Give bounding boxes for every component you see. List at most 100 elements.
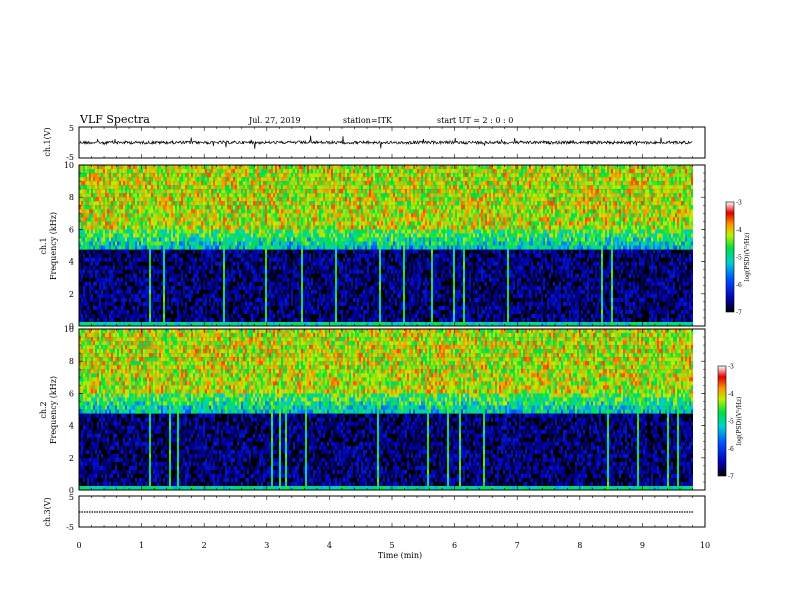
spectrogram-cell (93, 197, 95, 202)
spectrogram-cell (215, 173, 217, 178)
spectrogram-cell (357, 229, 359, 234)
spectrogram-cell (339, 225, 341, 230)
spectrogram-cell (333, 201, 335, 206)
spectrogram-cell (129, 261, 131, 266)
spectrogram-cell (363, 245, 365, 250)
spectrogram-cell (145, 165, 147, 170)
spectrogram-cell (93, 269, 95, 274)
spectrogram-cell (139, 301, 141, 307)
spectrogram-cell (109, 253, 111, 258)
spectrogram-cell (139, 313, 141, 319)
spectrogram-cell (233, 273, 235, 278)
spectrogram-cell (161, 201, 163, 206)
spectrogram-cell (145, 225, 147, 230)
spectrogram-cell (257, 245, 259, 250)
spectrogram-cell (265, 185, 267, 190)
spectrogram-cell (99, 169, 101, 174)
spectrogram-cell (177, 233, 179, 238)
spectrogram-cell (353, 249, 355, 254)
spectrogram-cell (149, 249, 151, 254)
spectrogram-cell (267, 205, 269, 210)
spectrogram-cell (187, 201, 189, 206)
spectrogram-cell (151, 169, 153, 174)
spectrogram-cell (159, 245, 161, 250)
spectrogram-cell (101, 181, 103, 186)
spectrogram-cell (333, 237, 335, 242)
spectrogram-cell (229, 205, 231, 210)
spectrogram-cell (191, 277, 193, 282)
spectrogram-cell (175, 293, 177, 298)
spectrogram-cell (247, 217, 249, 222)
spectrogram-cell (171, 277, 173, 282)
spectrogram-cell (267, 173, 269, 178)
spectrogram-cell (301, 185, 303, 190)
spectrogram-cell (145, 318, 147, 323)
spectrogram-cell (105, 177, 107, 182)
spectrogram-cell (299, 221, 301, 226)
spectrogram-cell (289, 217, 291, 222)
spectrogram-cell (237, 309, 239, 315)
spectrogram-cell (329, 297, 331, 302)
spectrogram-cell (249, 205, 251, 210)
spectrogram-cell (155, 305, 157, 311)
spectrogram-cell (155, 322, 157, 327)
spectrogram-cell (221, 185, 223, 190)
spectrogram-cell (319, 241, 321, 246)
spectrogram-cell (291, 217, 293, 222)
spectrogram-cell (347, 221, 349, 226)
spectrogram-cell (251, 217, 253, 222)
spectrogram-cell (355, 201, 357, 206)
spectrogram-cell (203, 173, 205, 178)
spectrogram-cell (91, 205, 93, 210)
spectrogram-cell (157, 165, 159, 170)
spectrogram-cell (103, 217, 105, 222)
spectrogram-cell (123, 229, 125, 234)
spectrogram-cell (205, 261, 207, 266)
spectrogram-cell (153, 241, 155, 246)
spectrogram-cell (143, 253, 145, 258)
spectrogram-cell (213, 269, 215, 274)
spectrogram-cell (137, 277, 139, 282)
spectrogram-cell (349, 318, 351, 323)
spectrogram-cell (123, 197, 125, 202)
spectrogram-cell (333, 261, 335, 266)
spectrogram-cell (253, 169, 255, 174)
spectrogram-cell (241, 237, 243, 242)
spectrogram-cell (113, 205, 115, 210)
spectrogram-cell (105, 293, 107, 298)
spectrogram-cell (181, 261, 183, 266)
spectrogram-cell (205, 221, 207, 226)
spectrogram-cell (349, 285, 351, 290)
spectrogram-cell (227, 322, 229, 327)
spectrogram-cell (211, 289, 213, 294)
spectrogram-cell (199, 221, 201, 226)
spectrogram-cell (201, 269, 203, 274)
spectrogram-cell (237, 193, 239, 198)
spectrogram-cell (95, 261, 97, 266)
spectrogram-cell (315, 289, 317, 294)
spectrogram-cell (297, 197, 299, 202)
spectrogram-cell (181, 245, 183, 250)
spectrogram-cell (233, 177, 235, 182)
spectrogram-cell (231, 169, 233, 174)
spectrogram-cell (185, 237, 187, 242)
spectrogram-cell (175, 205, 177, 210)
spectrogram-cell (173, 189, 175, 194)
spectrogram-cell (135, 293, 137, 298)
spectrogram-cell (305, 277, 307, 282)
spectrogram-cell (151, 249, 153, 254)
spectrogram-cell (101, 169, 103, 174)
spectrogram-cell (353, 197, 355, 202)
spectrogram-cell (109, 245, 111, 250)
spectrogram-cell (131, 197, 133, 202)
spectrogram-cell (213, 237, 215, 242)
spectrogram-cell (163, 293, 165, 298)
spectrogram-cell (279, 322, 281, 327)
spectrogram-cell (301, 229, 303, 234)
spectrogram-cell (89, 201, 91, 206)
spectrogram-cell (189, 305, 191, 311)
spectrogram-cell (345, 293, 347, 298)
spectrogram-cell (291, 309, 293, 315)
spectrogram-cell (155, 201, 157, 206)
